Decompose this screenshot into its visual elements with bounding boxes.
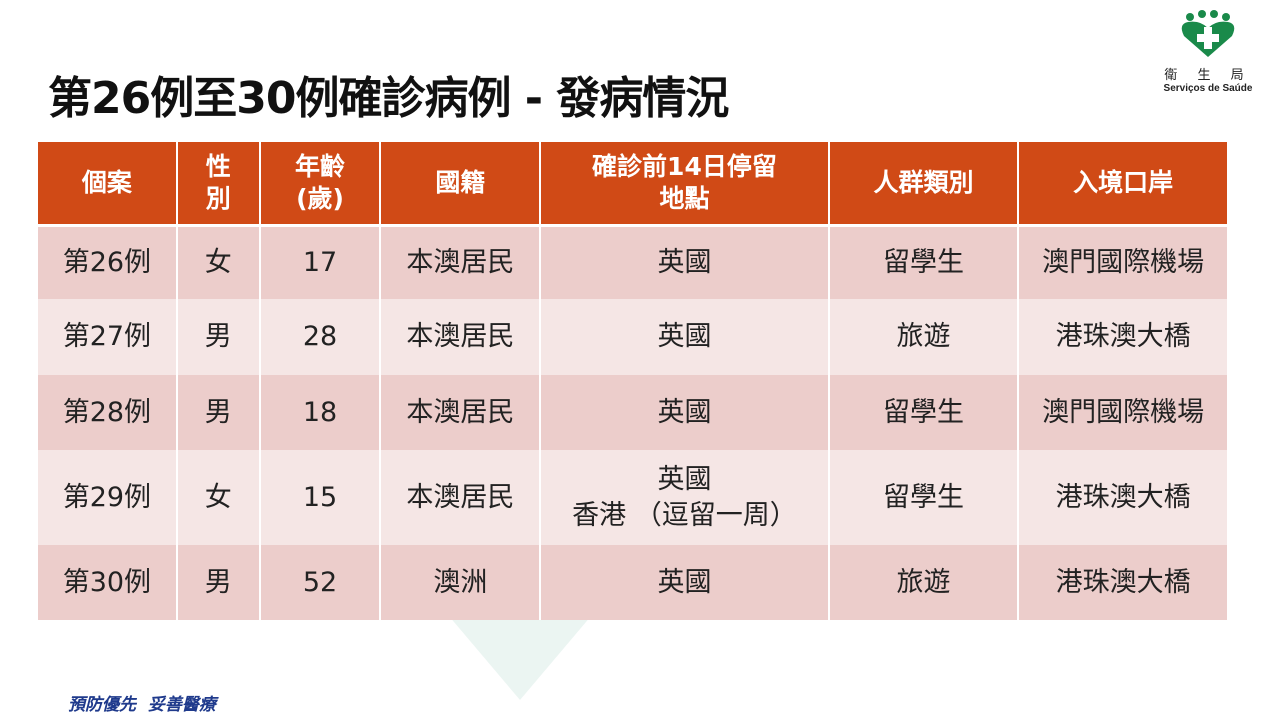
table-row: 第27例男 28 本澳居民 英國 旅遊 港珠澳大橋 <box>36 299 1229 375</box>
cell-entry-port: 港珠澳大橋 <box>1017 545 1229 620</box>
table-header-row: 個案性 別年齡 (歲) 國籍 確診前14日停留 地點 人群類別 入境口岸 <box>36 142 1229 227</box>
footer-slogan: 預防優先 妥善醫療 <box>68 695 216 715</box>
cell-location: 英國 <box>539 299 830 375</box>
cell-location: 英國 <box>539 375 830 450</box>
header-sex: 性 別 <box>175 142 261 227</box>
cell-nationality: 澳洲 <box>379 545 542 620</box>
cell-entry-port: 港珠澳大橋 <box>1017 450 1229 545</box>
cell-age: 17 <box>258 225 382 299</box>
table-row: 第28例男 18 本澳居民 英國 留學生 澳門國際機場 <box>36 375 1229 450</box>
logo-name-pt: Serviços de Saúde <box>1163 83 1253 94</box>
table-row: 第26例女 17 本澳居民 英國 留學生 澳門國際機場 <box>36 225 1229 299</box>
cell-location: 英國 <box>539 225 830 299</box>
header-age: 年齡 (歲) <box>258 142 382 227</box>
cell-location: 英國 香港 （逗留一周） <box>539 450 830 545</box>
cell-case: 第28例 <box>36 375 178 450</box>
cell-case: 第29例 <box>36 450 178 545</box>
cell-nationality: 本澳居民 <box>379 225 542 299</box>
cell-case: 第30例 <box>36 545 178 620</box>
cell-group: 旅遊 <box>827 299 1020 375</box>
cell-sex: 女 <box>175 225 261 299</box>
header-case: 個案 <box>36 142 178 227</box>
cell-sex: 男 <box>175 299 261 375</box>
logo-name-cn: 衛 生 局 <box>1164 68 1252 83</box>
page-title: 第26例至30例確診病例 - 發病情況 <box>48 73 729 124</box>
cell-group: 留學生 <box>827 225 1020 299</box>
header-location: 確診前14日停留 地點 <box>539 142 830 227</box>
cases-table: 個案性 別年齡 (歲) 國籍 確診前14日停留 地點 人群類別 入境口岸 第26例女 17… <box>36 142 1229 620</box>
cell-case: 第26例 <box>36 225 178 299</box>
cell-age: 28 <box>258 299 382 375</box>
cell-age: 18 <box>258 375 382 450</box>
cell-nationality: 本澳居民 <box>379 375 542 450</box>
header-nationality: 國籍 <box>379 142 542 227</box>
health-bureau-heart-icon <box>1181 10 1235 58</box>
cell-group: 旅遊 <box>827 545 1020 620</box>
cell-group: 留學生 <box>827 375 1020 450</box>
cell-group: 留學生 <box>827 450 1020 545</box>
cell-sex: 男 <box>175 545 261 620</box>
table-row: 第29例女 15 本澳居民 英國 香港 （逗留一周） 留學生 港珠澳大橋 <box>36 450 1229 545</box>
cell-location: 英國 <box>539 545 830 620</box>
cell-case: 第27例 <box>36 299 178 375</box>
cell-entry-port: 港珠澳大橋 <box>1017 299 1229 375</box>
header-group: 人群類別 <box>827 142 1020 227</box>
cell-sex: 女 <box>175 450 261 545</box>
cell-age: 52 <box>258 545 382 620</box>
cell-sex: 男 <box>175 375 261 450</box>
cell-nationality: 本澳居民 <box>379 450 542 545</box>
logo: 衛 生 局 Serviços de Saúde <box>1148 10 1268 94</box>
cell-entry-port: 澳門國際機場 <box>1017 225 1229 299</box>
cell-nationality: 本澳居民 <box>379 299 542 375</box>
cell-age: 15 <box>258 450 382 545</box>
header-entry-port: 入境口岸 <box>1017 142 1229 227</box>
table-row: 第30例男 52 澳洲 英國 旅遊 港珠澳大橋 <box>36 545 1229 620</box>
cell-entry-port: 澳門國際機場 <box>1017 375 1229 450</box>
